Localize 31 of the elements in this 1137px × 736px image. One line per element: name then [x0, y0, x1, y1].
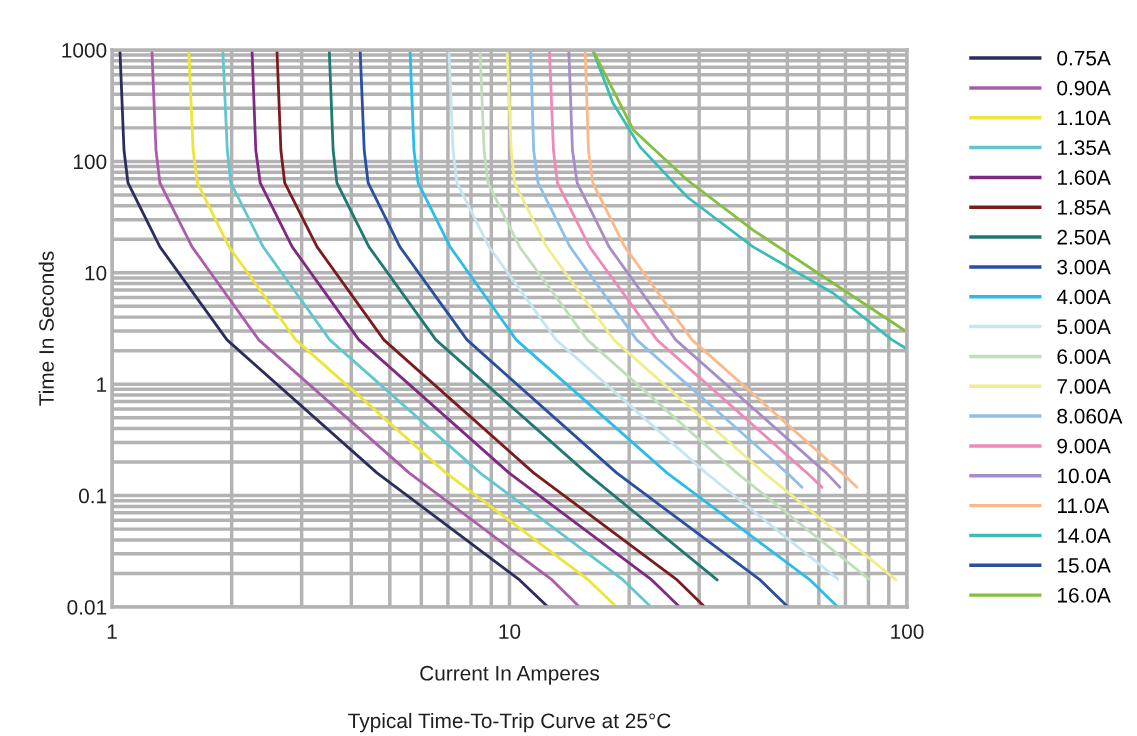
- legend-label: 11.0A: [1057, 498, 1110, 514]
- y-tick-label: 1: [97, 377, 107, 392]
- y-tick-label: 1000: [62, 43, 107, 58]
- y-axis-title: Time In Seconds: [38, 251, 54, 406]
- legend-label: 14.0A: [1057, 528, 1111, 543]
- legend-label: 9.00A: [1057, 438, 1111, 454]
- legend-label: 4.00A: [1056, 289, 1111, 305]
- legend-label: 6.00A: [1057, 349, 1111, 364]
- legend-label: 0.90A: [1057, 80, 1111, 96]
- legend-label: 5.00A: [1057, 319, 1111, 335]
- legend-label: 1.60A: [1057, 170, 1111, 185]
- y-tick-label: 10: [85, 265, 107, 281]
- legend-label: 7.00A: [1057, 379, 1111, 394]
- legend-label: 1.35A: [1057, 140, 1111, 156]
- legend-label: 8.060A: [1057, 408, 1123, 424]
- legend-label: 15.0A: [1057, 558, 1111, 573]
- legend-label: 3.00A: [1057, 259, 1111, 275]
- x-axis-title: Current In Amperes: [420, 665, 600, 685]
- legend-label: 1.10A: [1057, 110, 1111, 126]
- x-tick-label: 1: [107, 624, 117, 639]
- x-tick-label: 10: [499, 624, 521, 639]
- legend-label: 0.75A: [1057, 50, 1111, 66]
- legend-label: 1.85A: [1057, 199, 1111, 215]
- y-tick-label: 0.01: [67, 600, 107, 615]
- x-tick-label: 100: [891, 624, 924, 639]
- y-tick-label: 100: [73, 154, 107, 170]
- legend-label: 2.50A: [1057, 229, 1111, 245]
- text: Typical Time-To-Trip Curve at 25°C: [348, 712, 671, 733]
- legend-label: 10.0A: [1057, 468, 1111, 484]
- legend-label: 16.0A: [1057, 587, 1111, 603]
- y-tick-label: 0.1: [78, 488, 107, 504]
